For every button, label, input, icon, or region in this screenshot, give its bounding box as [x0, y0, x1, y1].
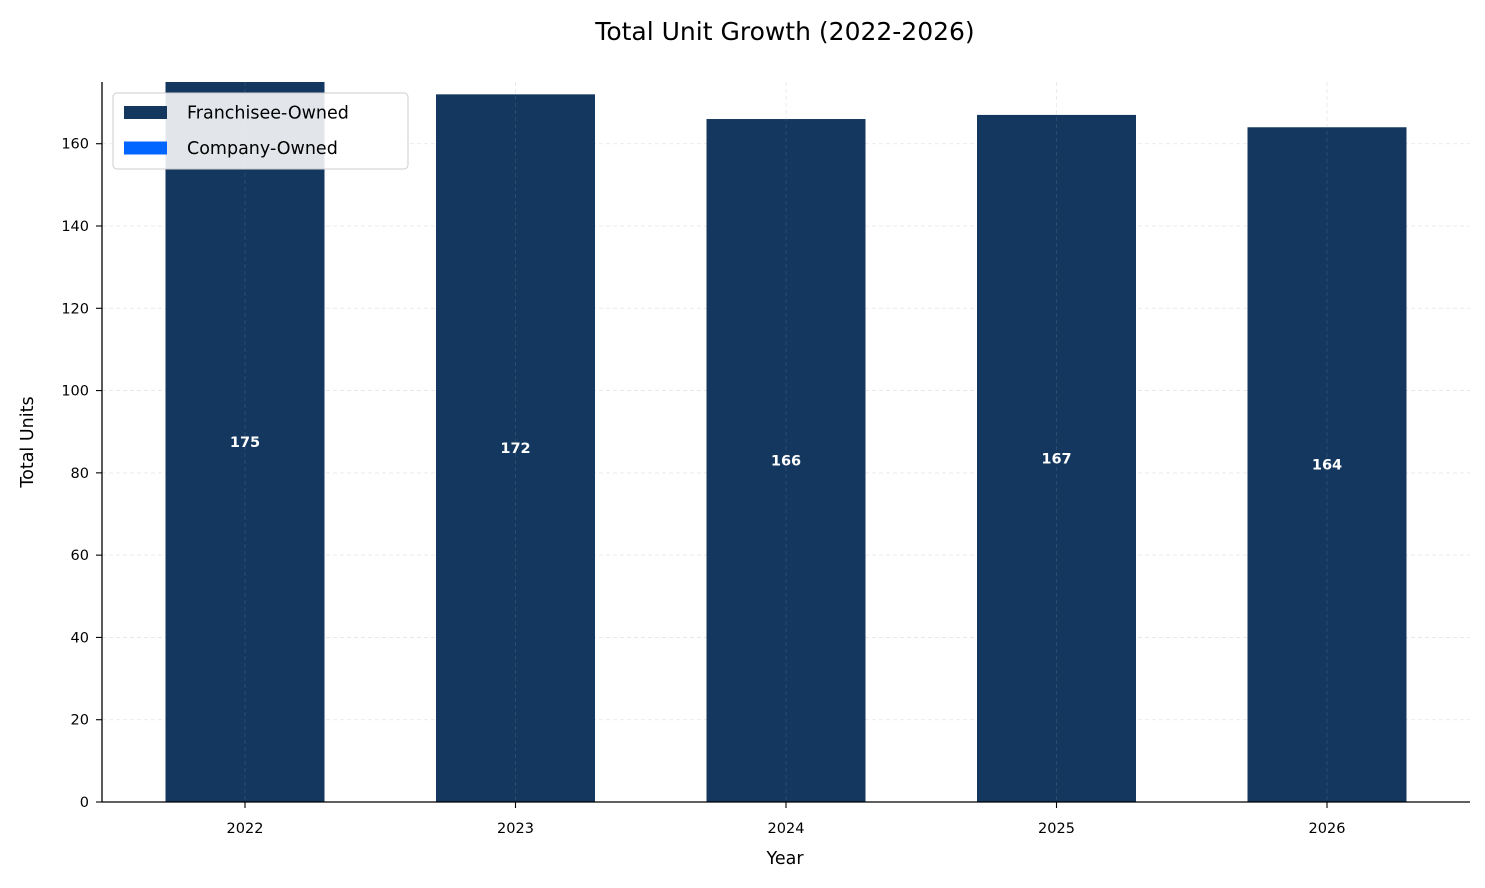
legend: Franchisee-Owned Company-Owned — [112, 92, 409, 170]
bar-value-label: 167 — [1041, 451, 1071, 467]
legend-label: Franchisee-Owned — [187, 104, 349, 124]
bars — [165, 82, 1407, 803]
y-tick-label: 160 — [61, 137, 89, 153]
x-tick-label: 2022 — [227, 821, 264, 837]
bar-value-label: 164 — [1312, 458, 1342, 474]
bar — [436, 94, 595, 803]
bar-value-label: 166 — [771, 454, 801, 470]
x-tick-label: 2024 — [768, 821, 805, 837]
legend-swatch — [124, 106, 167, 119]
y-axis-title: Total Units — [18, 396, 38, 488]
bar — [1247, 127, 1407, 802]
y-tick-label: 120 — [61, 301, 89, 317]
legend-swatch — [124, 141, 167, 155]
x-tick-label: 2025 — [1038, 821, 1075, 837]
bar — [706, 119, 866, 803]
bar — [165, 82, 325, 802]
y-tick-label: 80 — [71, 466, 89, 482]
bar-value-label: 175 — [230, 435, 260, 451]
y-axis-ticks: 0 20 40 60 80 100 120 140 160 — [61, 137, 102, 811]
bar-labels: 175 172 166 167 164 — [230, 82, 1342, 802]
y-tick-label: 60 — [71, 548, 89, 564]
y-tick-label: 20 — [71, 713, 89, 729]
x-tick-label: 2023 — [497, 821, 534, 837]
x-axis-title: Year — [765, 849, 804, 869]
x-axis-ticks: 2022 2023 2024 2025 2026 — [227, 802, 1346, 837]
legend-box — [112, 92, 409, 170]
y-tick-label: 40 — [71, 630, 89, 646]
bar-value-label: 172 — [500, 441, 530, 457]
y-tick-label: 140 — [61, 219, 89, 235]
chart-title: Total Unit Growth (2022-2026) — [594, 17, 974, 46]
y-tick-label: 0 — [80, 795, 89, 811]
y-tick-label: 100 — [61, 384, 89, 400]
bar — [977, 114, 1136, 802]
x-tick-label: 2026 — [1309, 821, 1346, 837]
legend-label: Company-Owned — [187, 139, 338, 159]
